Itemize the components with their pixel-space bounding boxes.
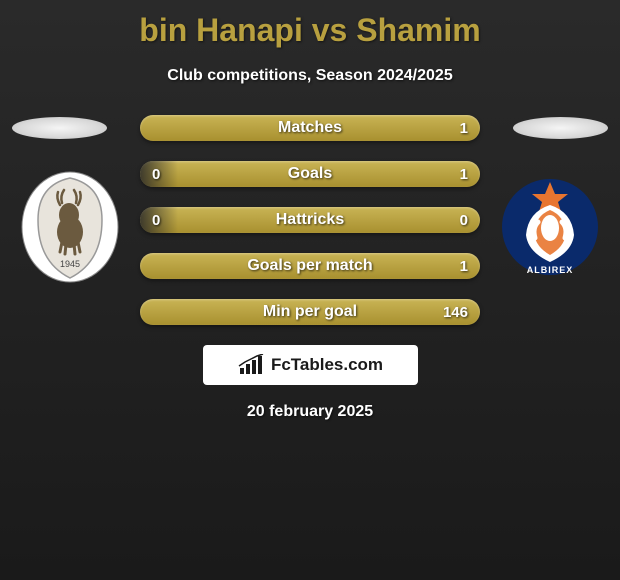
date-label: 20 february 2025 <box>0 403 620 421</box>
stat-right-value: 146 <box>443 304 468 321</box>
page-title: bin Hanapi vs Shamim <box>0 0 620 49</box>
ellipse-right <box>513 117 608 139</box>
stats-section: 1945 ALBIREX Matches 1 0 Goals 1 0 Hattr… <box>0 115 620 325</box>
crest-left: 1945 <box>20 170 120 285</box>
svg-text:1945: 1945 <box>60 259 80 269</box>
stat-row-goals: 0 Goals 1 <box>140 161 480 187</box>
stat-label: Goals <box>288 165 332 183</box>
stat-right-value: 1 <box>460 166 468 183</box>
crest-right: ALBIREX <box>500 170 600 285</box>
stat-label: Min per goal <box>263 303 357 321</box>
stat-left-value: 0 <box>152 212 160 229</box>
stat-row-matches: Matches 1 <box>140 115 480 141</box>
subtitle: Club competitions, Season 2024/2025 <box>0 67 620 85</box>
stat-row-goals-per-match: Goals per match 1 <box>140 253 480 279</box>
stat-right-value: 1 <box>460 258 468 275</box>
ellipse-left <box>12 117 107 139</box>
stat-row-min-per-goal: Min per goal 146 <box>140 299 480 325</box>
stat-right-value: 0 <box>460 212 468 229</box>
brand-box: FcTables.com <box>203 345 418 385</box>
stat-row-hattricks: 0 Hattricks 0 <box>140 207 480 233</box>
stat-rows: Matches 1 0 Goals 1 0 Hattricks 0 Goals … <box>140 115 480 325</box>
stat-label: Hattricks <box>276 211 344 229</box>
bar-chart-icon <box>237 354 265 376</box>
brand-name: FcTables.com <box>271 355 383 375</box>
stat-left-value: 0 <box>152 166 160 183</box>
stat-right-value: 1 <box>460 120 468 137</box>
stat-label: Goals per match <box>247 257 372 275</box>
stat-label: Matches <box>278 119 342 137</box>
svg-text:ALBIREX: ALBIREX <box>527 265 574 275</box>
